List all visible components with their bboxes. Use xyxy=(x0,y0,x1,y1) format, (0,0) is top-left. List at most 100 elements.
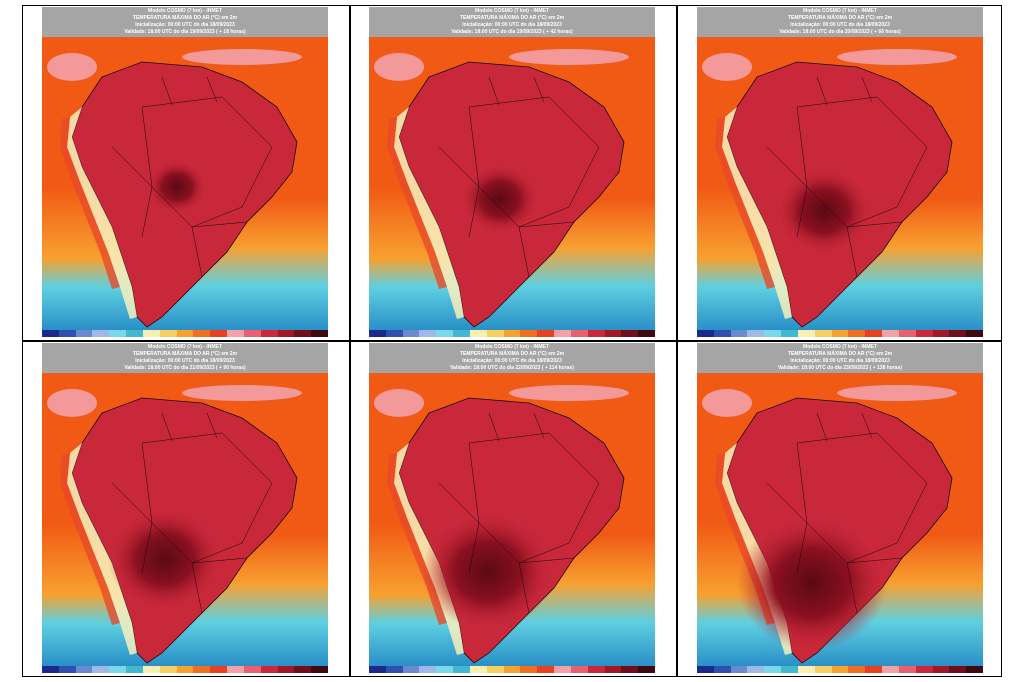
grid-divider-horizontal xyxy=(22,340,1002,342)
color-scale-step xyxy=(554,330,571,337)
color-scale-step xyxy=(730,666,748,673)
panel-header: Modelo COSMO (7 km) - INMET TEMPERATURA … xyxy=(42,343,328,373)
color-scale-step xyxy=(210,330,228,337)
color-scale-step xyxy=(781,666,798,673)
color-scale-step xyxy=(621,666,639,673)
initialization-label: Inicialização: 00:00 UTC do dia 18/09/20… xyxy=(790,22,890,28)
color-scale-step xyxy=(764,666,782,673)
color-scale-bar xyxy=(369,330,655,337)
color-scale-step xyxy=(882,330,899,337)
color-scale-step xyxy=(898,330,916,337)
color-scale-step xyxy=(436,330,454,337)
color-scale-step xyxy=(159,330,177,337)
color-scale-step xyxy=(92,666,110,673)
panel-header: Modelo COSMO (7 km) - INMET TEMPERATURA … xyxy=(42,7,328,37)
validity-label: Validade: 18:00 UTC do dia 21/09/2023 ( … xyxy=(124,365,246,371)
color-scale-step xyxy=(747,330,765,337)
color-scale-step xyxy=(814,666,832,673)
color-scale-bar xyxy=(42,330,328,337)
color-scale-step xyxy=(436,666,454,673)
initialization-label: Inicialização: 00:00 UTC do dia 18/09/20… xyxy=(462,358,562,364)
variable-title: TEMPERATURA MÁXIMA DO AR (°C) em 2m xyxy=(459,351,565,357)
color-scale-step xyxy=(848,666,866,673)
variable-title: TEMPERATURA MÁXIMA DO AR (°C) em 2m xyxy=(132,15,238,21)
color-scale-step xyxy=(730,330,748,337)
color-scale-step xyxy=(419,330,437,337)
color-scale-step xyxy=(58,330,76,337)
variable-title: TEMPERATURA MÁXIMA DO AR (°C) em 2m xyxy=(459,15,565,21)
color-scale-step xyxy=(193,330,211,337)
color-scale-step xyxy=(419,666,437,673)
color-scale-step xyxy=(604,330,622,337)
color-scale-step xyxy=(369,666,386,673)
color-scale-bar xyxy=(697,330,983,337)
color-scale-step xyxy=(176,330,194,337)
color-scale-step xyxy=(75,330,93,337)
color-scale-step xyxy=(58,666,76,673)
color-scale-step xyxy=(949,666,967,673)
color-scale-step xyxy=(159,666,177,673)
model-title: Modelo COSMO (7 km) - INMET xyxy=(803,8,877,14)
color-scale-step xyxy=(402,330,420,337)
color-scale-step xyxy=(697,666,714,673)
forecast-map-panel: Modelo COSMO (7 km) - INMET TEMPERATURA … xyxy=(369,7,655,337)
color-scale-step xyxy=(932,330,950,337)
color-scale-step xyxy=(520,666,538,673)
panel-header: Modelo COSMO (7 km) - INMET TEMPERATURA … xyxy=(697,343,983,373)
color-scale-step xyxy=(294,666,312,673)
color-scale-step xyxy=(949,330,967,337)
color-scale-step xyxy=(747,666,765,673)
color-scale-step xyxy=(570,330,588,337)
forecast-map-panel: Modelo COSMO (7 km) - INMET TEMPERATURA … xyxy=(42,7,328,337)
color-scale-step xyxy=(311,666,328,673)
color-scale-step xyxy=(966,330,983,337)
color-scale-step xyxy=(520,330,538,337)
color-scale-step xyxy=(193,666,211,673)
variable-title: TEMPERATURA MÁXIMA DO AR (°C) em 2m xyxy=(132,351,238,357)
validity-label: Validade: 18:00 UTC do dia 19/09/2023 ( … xyxy=(451,29,573,35)
validity-label: Validade: 18:00 UTC do dia 22/09/2023 ( … xyxy=(450,365,574,371)
color-scale-step xyxy=(638,666,655,673)
color-scale-step xyxy=(277,666,295,673)
color-scale-step xyxy=(831,666,849,673)
validity-label: Validade: 18:00 UTC do dia 19/09/2023 ( … xyxy=(124,29,246,35)
model-title: Modelo COSMO (7 km) - INMET xyxy=(475,344,549,350)
color-scale-step xyxy=(109,330,127,337)
color-scale-step xyxy=(75,666,93,673)
color-scale-step xyxy=(92,330,110,337)
initialization-label: Inicialização: 00:00 UTC do dia 18/09/20… xyxy=(135,358,235,364)
color-scale-step xyxy=(176,666,194,673)
color-scale-step xyxy=(865,330,883,337)
color-scale-step xyxy=(604,666,622,673)
color-scale-step xyxy=(486,330,504,337)
forecast-map-panel: Modelo COSMO (7 km) - INMET TEMPERATURA … xyxy=(697,343,983,673)
color-scale-step xyxy=(570,666,588,673)
color-scale-step xyxy=(243,330,261,337)
color-scale-step xyxy=(469,666,487,673)
panel-header: Modelo COSMO (7 km) - INMET TEMPERATURA … xyxy=(369,343,655,373)
color-scale-step xyxy=(402,666,420,673)
initialization-label: Inicialização: 00:00 UTC do dia 18/09/20… xyxy=(462,22,562,28)
temperature-map xyxy=(42,37,328,330)
model-title: Modelo COSMO (7 km) - INMET xyxy=(475,8,549,14)
color-scale-step xyxy=(814,330,832,337)
color-scale-bar xyxy=(369,666,655,673)
color-scale-step xyxy=(486,666,504,673)
forecast-map-panel: Modelo COSMO (7 km) - INMET TEMPERATURA … xyxy=(369,343,655,673)
color-scale-step xyxy=(142,666,160,673)
color-scale-step xyxy=(42,666,59,673)
color-scale-step xyxy=(848,330,866,337)
initialization-label: Inicialização: 00:00 UTC do dia 18/09/20… xyxy=(790,358,890,364)
color-scale-bar xyxy=(42,666,328,673)
color-scale-step xyxy=(932,666,950,673)
color-scale-step xyxy=(469,330,487,337)
color-scale-step xyxy=(966,666,983,673)
color-scale-step xyxy=(42,330,59,337)
color-scale-step xyxy=(369,330,386,337)
color-scale-step xyxy=(260,666,278,673)
color-scale-step xyxy=(638,330,655,337)
color-scale-step xyxy=(142,330,160,337)
model-title: Modelo COSMO (7 km) - INMET xyxy=(148,344,222,350)
color-scale-step xyxy=(713,666,731,673)
model-title: Modelo COSMO (7 km) - INMET xyxy=(803,344,877,350)
